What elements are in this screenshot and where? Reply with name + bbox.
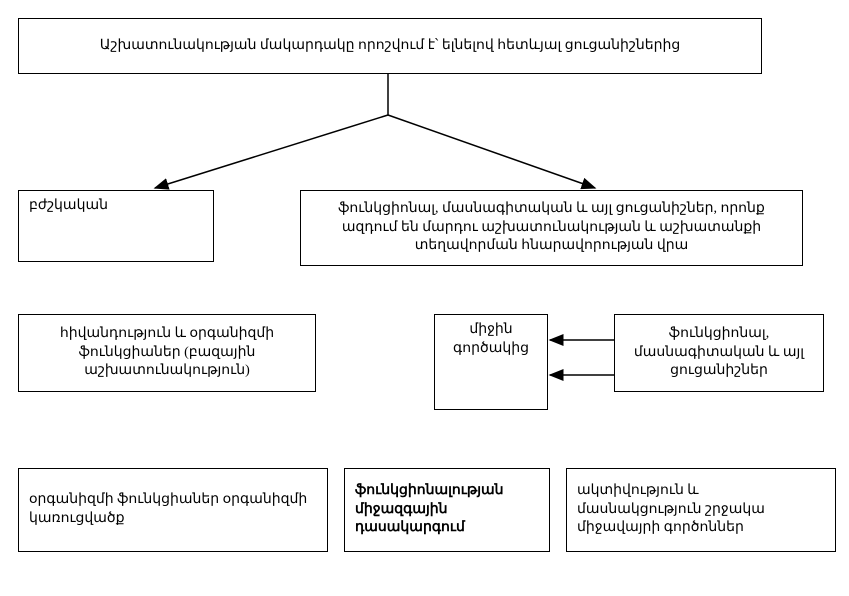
box-left3: օրգանիզմի ֆունկցիաներ օրգանիզմի կառուցվա… xyxy=(18,468,328,552)
top-box-text: Աշխատունակության մակարդակը որոշվում է՝ ե… xyxy=(100,37,680,56)
box-mid2: միջին գործակից xyxy=(434,314,548,410)
box-mid3: ֆունկցիոնալության միջազգային դասակարգում xyxy=(344,468,550,552)
box-mid3-text: ֆունկցիոնալության միջազգային դասակարգում xyxy=(355,482,539,539)
box-left2-text: հիվանդություն և օրգանիզմի ֆունկցիաներ (բ… xyxy=(29,325,305,382)
top-box: Աշխատունակության մակարդակը որոշվում է՝ ե… xyxy=(18,18,762,74)
box-left2: հիվանդություն և օրգանիզմի ֆունկցիաներ (բ… xyxy=(18,314,316,392)
box-right1-text: ֆունկցիոնալ, մասնագիտական և այլ ցուցանիշ… xyxy=(311,200,792,257)
box-right3-text: ակտիվություն և մասնակցություն շրջակա միջ… xyxy=(577,482,825,539)
box-left1-text: բժշկական xyxy=(29,197,108,216)
box-right3: ակտիվություն և մասնակցություն շրջակա միջ… xyxy=(566,468,836,552)
box-left1: բժշկական xyxy=(18,190,214,262)
box-right2-text: ֆունկցիոնալ, մասնագիտական և այլ ցուցանիշ… xyxy=(625,325,813,382)
box-mid2-text: միջին գործակից xyxy=(445,321,537,359)
box-left3-text: օրգանիզմի ֆունկցիաներ օրգանիզմի կառուցվա… xyxy=(29,491,317,529)
box-right2: ֆունկցիոնալ, մասնագիտական և այլ ցուցանիշ… xyxy=(614,314,824,392)
box-right1: ֆունկցիոնալ, մասնագիտական և այլ ցուցանիշ… xyxy=(300,190,803,266)
